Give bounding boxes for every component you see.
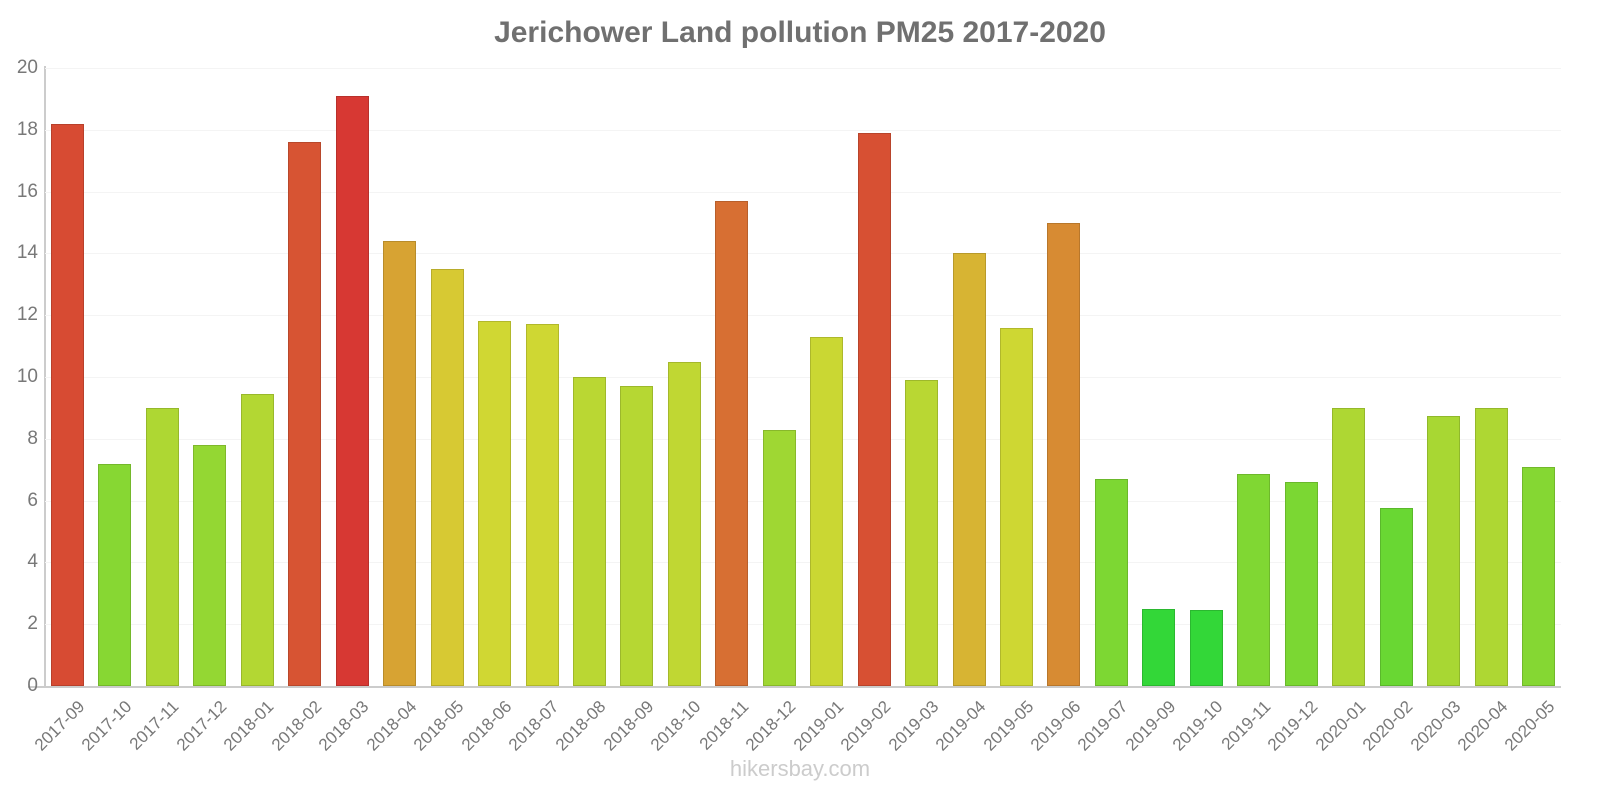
bar-2020-04	[1474, 407, 1508, 686]
y-tick-label: 4	[27, 551, 38, 573]
y-tick-label: 18	[16, 118, 38, 140]
y-tick-label: 2	[27, 613, 38, 635]
bar-2020-01	[1332, 407, 1366, 686]
chart-title: Jerichower Land pollution PM25 2017-2020	[494, 16, 1106, 49]
x-axis-line	[44, 686, 1561, 688]
bar-2019-06	[1047, 222, 1081, 686]
footer-watermark: hikersbay.com	[729, 756, 871, 781]
y-tick-label: 8	[27, 427, 38, 449]
bar-2019-05	[1000, 327, 1033, 686]
y-tick-label: 12	[16, 304, 38, 326]
y-tick-label: 0	[27, 675, 38, 696]
bar-2020-03	[1427, 415, 1461, 686]
y-tick-label: 10	[16, 366, 38, 387]
gridline	[45, 68, 1561, 69]
bar-2019-07	[1094, 478, 1128, 686]
gridline	[45, 191, 1561, 193]
gridline	[45, 500, 1561, 502]
bar-2018-02	[288, 142, 322, 686]
bar-2017-12	[193, 444, 227, 686]
zero-tick-mark	[28, 686, 44, 688]
gridline	[45, 129, 1561, 131]
bar-2019-10	[1189, 610, 1223, 686]
bar-2019-09	[1142, 608, 1176, 686]
gridline	[45, 438, 1561, 440]
bar-2017-11	[145, 407, 179, 686]
bar-2017-09	[51, 123, 84, 686]
bar-2018-05	[430, 268, 464, 686]
bar-2018-09	[620, 386, 654, 686]
gridline	[45, 377, 1561, 378]
bar-2018-03	[335, 95, 369, 686]
gridline	[45, 562, 1561, 564]
bar-2019-03	[905, 380, 939, 686]
bar-2019-11	[1237, 474, 1271, 686]
gridline	[45, 624, 1561, 626]
bar-2018-10	[667, 361, 701, 686]
y-tick-label: 14	[16, 242, 38, 264]
bar-2018-11	[715, 200, 749, 686]
gridline	[45, 253, 1561, 255]
y-tick-label: 20	[16, 57, 38, 78]
bar-2018-04	[383, 241, 417, 686]
bar-2018-07	[525, 324, 559, 686]
bar-2018-06	[478, 321, 512, 686]
bar-2018-08	[572, 377, 606, 686]
bar-2020-02	[1379, 508, 1413, 686]
bar-2018-12	[762, 429, 796, 686]
bar-2020-05	[1521, 466, 1555, 686]
bar-2018-01	[240, 393, 274, 686]
gridline	[45, 315, 1561, 317]
bar-2019-02	[857, 132, 891, 686]
bar-2019-04	[952, 253, 986, 686]
y-tick-label: 16	[16, 180, 38, 202]
bar-2019-12	[1284, 482, 1318, 686]
y-tick-label: 6	[27, 489, 38, 511]
bar-2019-01	[810, 336, 844, 686]
bar-2017-10	[98, 463, 132, 686]
